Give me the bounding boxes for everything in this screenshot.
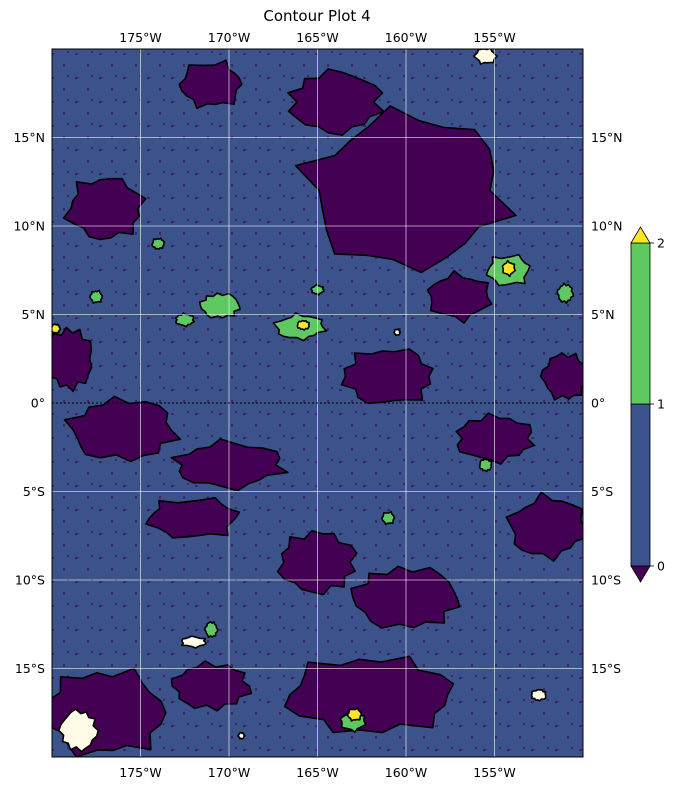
plot-area xyxy=(52,49,583,757)
y-tick-label-right: 10°S xyxy=(591,573,621,588)
white-region xyxy=(393,328,402,337)
colorbar-extend-top xyxy=(630,226,651,244)
x-tick-label-bottom: 160°W xyxy=(385,765,427,780)
y-tick-label-left: 15°S xyxy=(15,661,45,676)
x-tick-label-bottom: 170°W xyxy=(208,765,250,780)
x-tick-label-top: 155°W xyxy=(473,30,515,45)
y-tick-label-right: 15°S xyxy=(591,661,621,676)
y-tick-label-left: 5°N xyxy=(21,307,45,322)
purple-region xyxy=(350,565,461,629)
purple-region xyxy=(178,59,243,109)
y-tick-label-right: 15°N xyxy=(591,130,623,145)
y-tick-label-left: 15°N xyxy=(13,130,45,145)
x-tick-label-bottom: 175°W xyxy=(119,765,161,780)
white-region xyxy=(58,708,100,753)
x-tick-label-top: 165°W xyxy=(296,30,338,45)
purple-region xyxy=(283,655,455,734)
yellow-region xyxy=(501,259,516,278)
green-region xyxy=(89,289,104,304)
chart-title: Contour Plot 4 xyxy=(263,7,370,25)
colorbar: 0 1 2 xyxy=(630,226,665,583)
purple-region xyxy=(426,269,493,324)
green-region xyxy=(556,282,575,304)
green-region xyxy=(478,457,493,473)
y-tick-label-right: 5°N xyxy=(591,307,615,322)
purple-region xyxy=(340,348,434,405)
purple-region xyxy=(145,496,241,539)
x-tick-labels: 175°W 175°W 170°W 170°W 165°W 165°W 160°W 160°W… xyxy=(119,30,515,780)
yellow-region xyxy=(346,707,363,722)
yellow-region xyxy=(52,323,62,335)
y-tick-label-right: 0° xyxy=(591,396,605,411)
y-tick-label-right: 10°N xyxy=(591,219,623,234)
y-tick-label-left: 10°N xyxy=(13,219,45,234)
y-tick-label-left: 5°S xyxy=(23,484,45,499)
white-region-layer xyxy=(58,49,547,753)
purple-region xyxy=(52,326,93,393)
white-region xyxy=(530,688,547,702)
colorbar-tick-label: 2 xyxy=(657,236,665,251)
green-region xyxy=(203,620,219,639)
colorbar-ticks: 0 1 2 xyxy=(650,236,665,574)
colorbar-segment-0-1 xyxy=(630,403,651,567)
white-region xyxy=(181,635,207,649)
purple-region xyxy=(62,177,147,241)
purple-region xyxy=(539,352,583,401)
yellow-region xyxy=(296,319,310,331)
y-tick-labels: 15°S 15°S 10°S 10°S 5°S 5°S 0° 0° 5°N 5°N 10°N 10°N… xyxy=(13,130,622,676)
y-tick-label-right: 5°S xyxy=(591,484,613,499)
purple-region xyxy=(455,412,536,465)
green-region xyxy=(151,237,165,250)
x-tick-label-top: 160°W xyxy=(385,30,427,45)
x-tick-label-top: 175°W xyxy=(119,30,161,45)
colorbar-tick-label: 0 xyxy=(657,559,665,574)
purple-region xyxy=(170,438,289,492)
colorbar-segment-1-2 xyxy=(630,242,651,405)
plot-frame xyxy=(51,48,584,758)
white-region xyxy=(237,731,246,740)
green-region xyxy=(381,510,396,526)
y-tick-label-left: 10°S xyxy=(15,573,45,588)
x-tick-label-top: 170°W xyxy=(208,30,250,45)
colorbar-extend-bottom xyxy=(630,565,651,583)
y-tick-label-left: 0° xyxy=(31,396,45,411)
green-region xyxy=(198,292,241,319)
purple-region xyxy=(505,491,583,562)
purple-region xyxy=(287,68,385,136)
colorbar-tick-label: 1 xyxy=(657,397,665,412)
x-tick-label-bottom: 165°W xyxy=(296,765,338,780)
x-tick-label-bottom: 155°W xyxy=(473,765,515,780)
yellow-region-layer xyxy=(52,259,516,722)
